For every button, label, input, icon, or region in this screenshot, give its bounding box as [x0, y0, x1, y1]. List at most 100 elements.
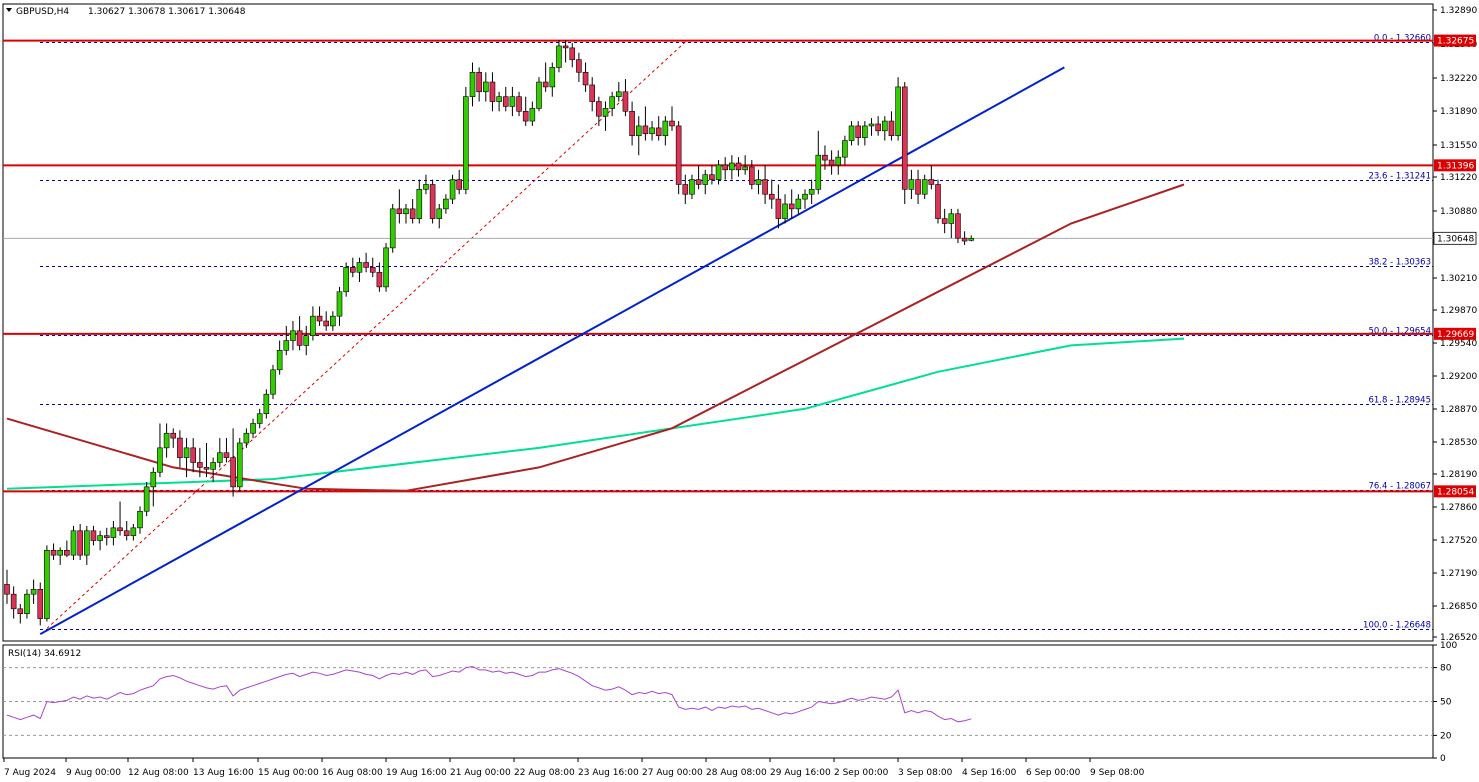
candle [755, 169, 762, 195]
candle [230, 428, 236, 497]
candle-body [609, 96, 615, 109]
candle-body [921, 179, 928, 195]
candle [815, 130, 822, 195]
candle-body [256, 413, 263, 424]
candle [310, 306, 316, 341]
candle [236, 438, 243, 492]
candle-body [709, 174, 715, 180]
candle [343, 262, 349, 297]
price-tick-label: 1.27860 [1440, 503, 1477, 513]
candle [463, 86, 469, 195]
candle [330, 311, 336, 331]
candle [842, 135, 848, 165]
candle [436, 203, 443, 229]
candle [529, 101, 536, 126]
fib-level-label: 23.6 - 1.31241 [1368, 172, 1431, 182]
candle [223, 438, 230, 463]
current-price-tag [1433, 231, 1477, 245]
candle [443, 194, 449, 214]
candle-body [123, 530, 130, 536]
candle [629, 101, 635, 146]
candle-body [383, 247, 389, 288]
candle [768, 179, 775, 209]
candle-body [569, 47, 576, 60]
candle-body [722, 164, 729, 171]
candle [835, 150, 842, 175]
fib-diagonal[interactable] [46, 41, 686, 629]
trendline[interactable] [39, 66, 1065, 636]
fib-level-label: 38.2 - 1.30363 [1368, 258, 1431, 268]
candle-body [509, 96, 516, 107]
candle-body [203, 467, 210, 470]
candle-body [409, 208, 416, 219]
candle [363, 252, 369, 273]
candle-body [190, 447, 196, 463]
candle [669, 106, 675, 131]
candle-body [888, 120, 895, 136]
candle [210, 457, 216, 482]
candle-body [642, 125, 649, 135]
candle-body [748, 166, 755, 185]
candle-body [795, 198, 802, 210]
candle [456, 169, 463, 195]
candle-body [97, 535, 103, 541]
candle-body [689, 179, 695, 195]
candle [788, 189, 795, 219]
candle [197, 447, 203, 478]
time-tick-label: 16 Aug 08:00 [322, 768, 383, 778]
candle-body [90, 530, 97, 541]
candle [177, 430, 183, 468]
candle-body [576, 59, 582, 73]
candle [24, 589, 30, 619]
level-price-tag [1434, 327, 1476, 340]
collapse-triangle-icon[interactable] [6, 8, 12, 12]
candle [170, 428, 177, 448]
candle [888, 111, 895, 141]
candle-body [649, 127, 655, 135]
candle [536, 77, 542, 112]
candle [642, 106, 649, 141]
time-axis[interactable]: 7 Aug 2024 9 Aug 00:00 12 Aug 08:00 13 Aug … [3, 758, 1145, 778]
candle [862, 121, 868, 146]
trendlines[interactable] [39, 66, 1065, 636]
candle-body [901, 86, 908, 190]
candle [875, 116, 881, 136]
candle [735, 157, 742, 177]
level-price-tag-label: 1.32675 [1437, 37, 1474, 47]
candle-body [117, 527, 123, 532]
candle [250, 418, 256, 439]
candle-body [336, 291, 343, 317]
price-scale[interactable]: 1.328901.325601.322201.318901.315501.312… [1433, 6, 1477, 643]
time-tick-label: 19 Aug 16:00 [386, 768, 447, 778]
rsi-label: RSI(14) 34.6912 [8, 649, 81, 659]
fibonacci-retracement[interactable]: 0.0 - 1.32660 23.6 - 1.31241 38.2 - 1.3036… [40, 34, 1433, 631]
time-tick-label: 27 Aug 00:00 [642, 768, 703, 778]
candle [695, 164, 702, 190]
candle-body [662, 120, 669, 136]
candle-body [629, 111, 635, 136]
level-price-tag-label: 1.31396 [1437, 161, 1474, 171]
level-price-tag-label: 1.29669 [1437, 330, 1474, 340]
candle [635, 116, 642, 156]
candle [389, 203, 396, 253]
price-tick-label: 1.26520 [1440, 633, 1477, 643]
time-tick-label: 15 Aug 00:00 [258, 768, 319, 778]
candle-body [443, 198, 449, 210]
price-tick-label: 1.31890 [1440, 107, 1477, 117]
candle [130, 523, 137, 541]
candle [183, 438, 190, 478]
candle [516, 91, 522, 117]
price-tick-label: 1.30880 [1440, 207, 1477, 217]
candle [961, 231, 968, 245]
candle-body [875, 123, 881, 132]
candle-body [170, 432, 177, 439]
price-tick-label: 1.29870 [1440, 306, 1477, 316]
candle-body [489, 81, 496, 102]
candle-body [143, 486, 150, 512]
candle-body [895, 86, 901, 136]
candle [589, 77, 596, 112]
level-price-tag [1434, 34, 1476, 47]
price-tick-label: 1.28190 [1440, 470, 1477, 480]
candle [549, 62, 556, 97]
